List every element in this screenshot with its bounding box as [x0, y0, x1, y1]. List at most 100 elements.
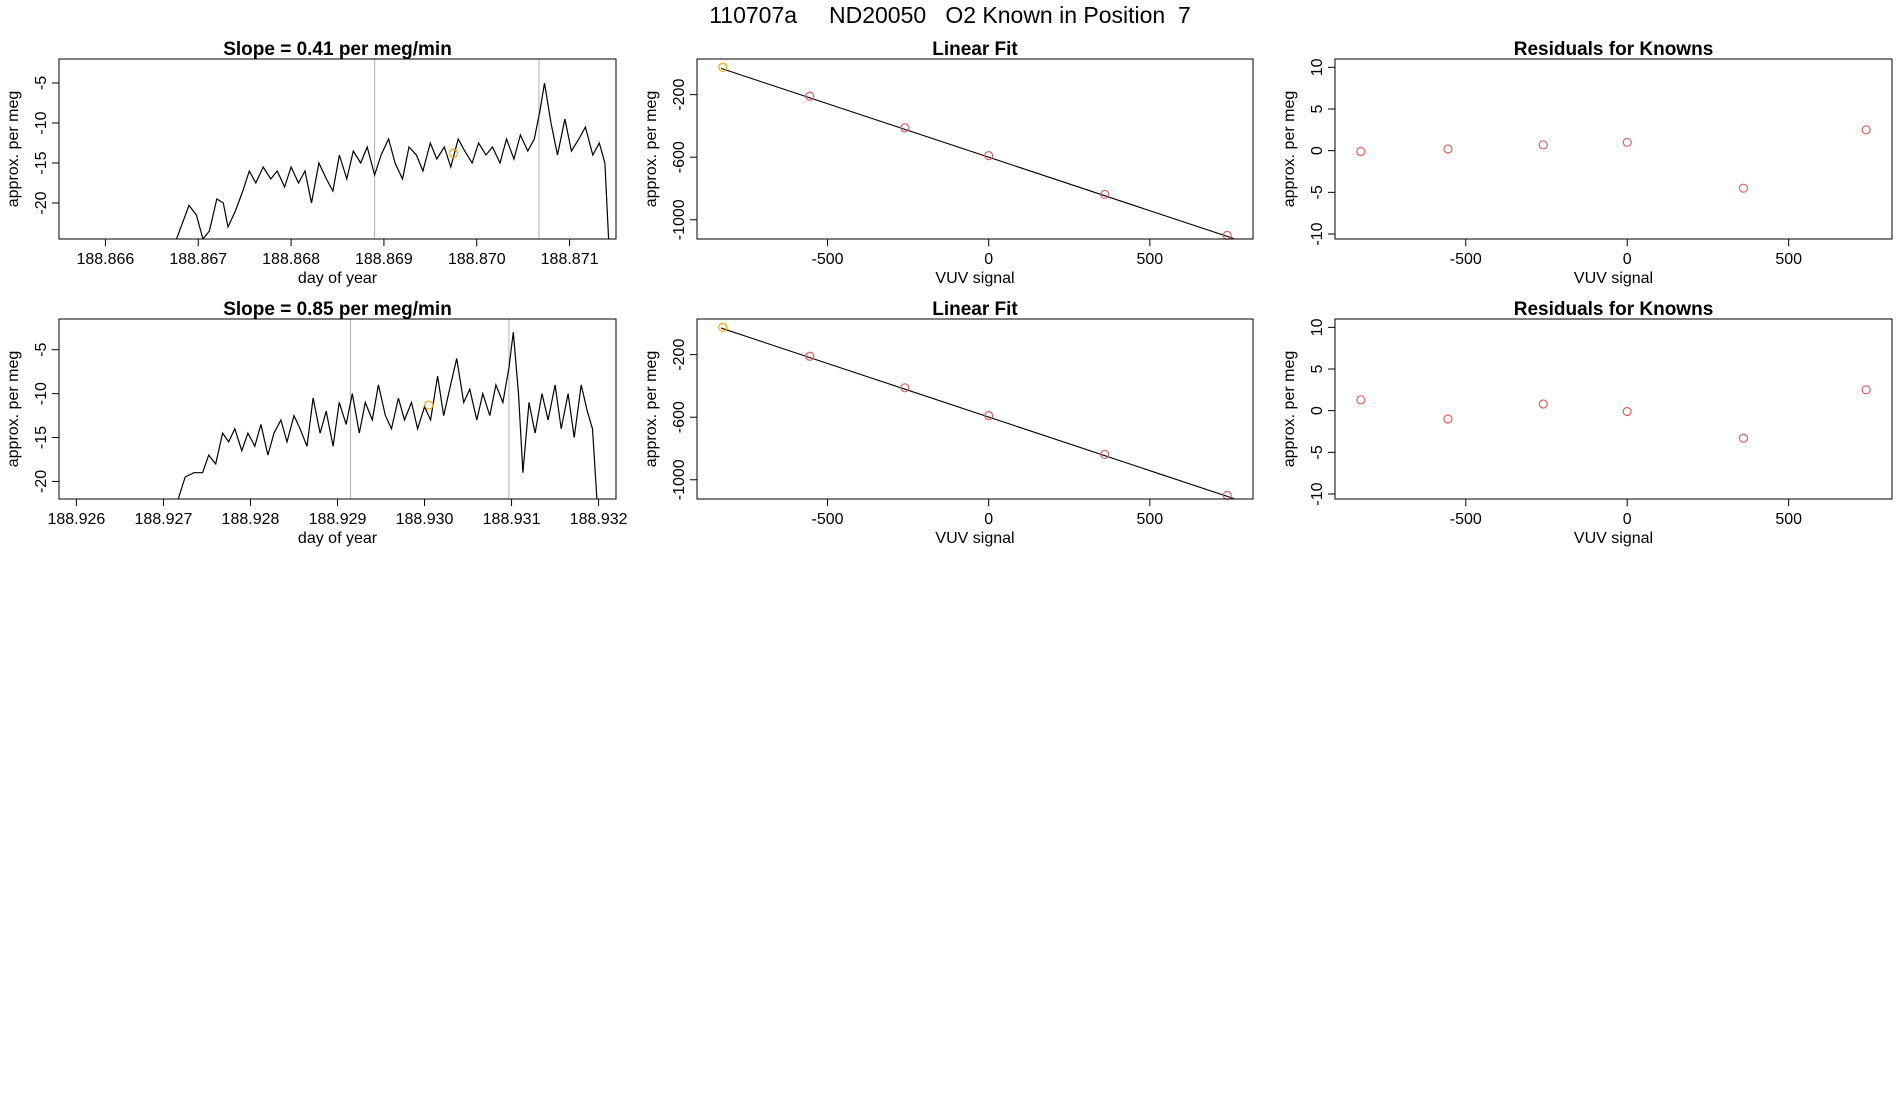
- data-point: [984, 411, 994, 421]
- data-point: [1356, 146, 1366, 157]
- y-tick-label: -200: [671, 339, 688, 371]
- y-tick-label: -5: [33, 343, 50, 357]
- data-point: [718, 62, 728, 72]
- chart-title: Linear Fit: [932, 299, 1018, 320]
- residuals-chart-2: Residuals for Knowns -500 0 500 VUV signal 10…: [1281, 299, 1893, 547]
- data-point: [1861, 125, 1871, 135]
- x-tick-label: 0: [1623, 251, 1632, 268]
- x-tick-label: 0: [984, 511, 993, 528]
- x-tick-label: 500: [1137, 511, 1164, 528]
- y-tick-label: -10: [33, 382, 50, 405]
- x-axis-label: day of year: [298, 530, 378, 547]
- y-tick-label: -15: [33, 426, 50, 449]
- x-tick-label: 188.932: [570, 511, 628, 528]
- y-tick-label: 10: [1309, 318, 1326, 336]
- y-tick-label: -5: [1309, 445, 1326, 459]
- y-tick-label: -15: [33, 151, 50, 174]
- data-point: [900, 123, 910, 133]
- data-point-marker: [424, 400, 434, 410]
- x-tick-label: 188.867: [169, 251, 227, 268]
- x-axis-label: VUV signal: [935, 270, 1014, 287]
- chart-title: Slope = 0.85 per meg/min: [223, 299, 452, 320]
- data-point: [1622, 406, 1632, 417]
- data-point: [1738, 183, 1749, 193]
- linear-fit-chart-1: Linear Fit -500 0 500 VUV signal -200 -600 -100…: [643, 39, 1254, 287]
- x-tick-label: 500: [1137, 251, 1164, 268]
- y-tick-label: -200: [671, 79, 688, 111]
- chart-title: Residuals for Knowns: [1514, 39, 1714, 60]
- y-tick-label: -5: [33, 76, 50, 90]
- x-axis-label: VUV signal: [935, 530, 1014, 547]
- y-tick-label: -5: [1309, 185, 1326, 199]
- chart-title: Residuals for Knowns: [1514, 299, 1714, 320]
- x-tick-label: 0: [1623, 511, 1632, 528]
- x-tick-label: 188.931: [483, 511, 541, 528]
- data-point: [1443, 414, 1453, 424]
- x-axis-label: day of year: [298, 270, 378, 287]
- y-tick-label: -600: [671, 401, 688, 433]
- x-tick-label: 188.866: [76, 251, 134, 268]
- x-tick-label: 500: [1775, 251, 1802, 268]
- data-point: [1538, 140, 1548, 150]
- data-point: [1100, 449, 1110, 460]
- time-series-chart-2: Slope = 0.85 per meg/min 188.926 188.927 18…: [5, 299, 628, 547]
- y-axis-label: approx. per meg: [643, 91, 660, 208]
- x-tick-label: -500: [812, 251, 844, 268]
- chart-panel-2: Linear Fit -500 0 500 VUV signal -200 -600 -100…: [0, 0, 1270, 300]
- chart-panel-6: Residuals for Knowns -500 0 500 VUV signal 10…: [1281, 299, 1893, 547]
- x-tick-label: 188.930: [396, 511, 454, 528]
- data-series-line: [175, 82, 610, 239]
- data-point: [718, 322, 728, 332]
- data-point: [805, 351, 815, 361]
- y-tick-label: 10: [1309, 58, 1326, 76]
- fit-line: [721, 67, 1234, 239]
- data-point: [1622, 137, 1632, 147]
- x-tick-label: 188.870: [448, 251, 506, 268]
- y-tick-label: 5: [1309, 364, 1326, 373]
- fit-line: [721, 327, 1234, 499]
- data-point: [984, 151, 994, 161]
- y-tick-label: -20: [33, 470, 50, 493]
- y-tick-label: 0: [1309, 146, 1326, 155]
- x-tick-label: 188.929: [309, 511, 367, 528]
- y-tick-label: -10: [33, 111, 50, 134]
- y-axis-label: approx. per meg: [643, 351, 660, 468]
- x-tick-label: 188.869: [355, 251, 413, 268]
- y-tick-label: -1000: [671, 459, 688, 500]
- y-tick-label: 5: [1309, 104, 1326, 113]
- data-point: [1100, 189, 1110, 200]
- x-tick-label: 0: [984, 251, 993, 268]
- data-point: [805, 91, 815, 101]
- chart-panel-3: Residuals for Knowns -500 0 500 VUV signal 10…: [0, 0, 1900, 300]
- data-point: [1538, 399, 1548, 409]
- x-tick-label: 500: [1775, 511, 1802, 528]
- x-tick-label: -500: [812, 511, 844, 528]
- chart-panel-1: Slope = 0.41 per meg/min 188.866 188.867 18…: [0, 0, 630, 300]
- y-axis-label: approx. per meg: [5, 91, 22, 208]
- time-series-chart-1: Slope = 0.41 per meg/min 188.866 188.867 18…: [5, 39, 617, 287]
- y-tick-label: -10: [1309, 222, 1326, 245]
- x-tick-label: 188.868: [262, 251, 320, 268]
- data-point-marker: [448, 148, 459, 158]
- data-point: [1861, 385, 1871, 395]
- data-series-line: [177, 332, 598, 499]
- chart-title: Linear Fit: [932, 39, 1018, 60]
- data-point: [1443, 144, 1453, 154]
- x-tick-label: -500: [1450, 511, 1482, 528]
- residuals-chart-1: Residuals for Knowns -500 0 500 VUV signal 10…: [1281, 39, 1893, 287]
- x-axis-label: VUV signal: [1574, 530, 1653, 547]
- y-tick-label: 0: [1309, 406, 1326, 415]
- y-axis-label: approx. per meg: [1281, 351, 1298, 468]
- data-point: [1738, 433, 1749, 443]
- data-point: [1356, 395, 1366, 405]
- x-tick-label: 188.928: [222, 511, 280, 528]
- data-point: [900, 383, 910, 393]
- chart-panel-4: Slope = 0.85 per meg/min 188.926 188.927 18…: [0, 0, 630, 560]
- x-axis-label: VUV signal: [1574, 270, 1653, 287]
- chart-panel-5: Linear Fit -500 0 500 VUV signal -200 -600 -100…: [0, 0, 1270, 560]
- y-axis-label: approx. per meg: [5, 351, 22, 468]
- y-tick-label: -1000: [671, 199, 688, 240]
- y-axis-label: approx. per meg: [1281, 91, 1298, 208]
- linear-fit-chart-2: Linear Fit -500 0 500 VUV signal -200 -600 -100…: [643, 299, 1254, 547]
- x-tick-label: -500: [1450, 251, 1482, 268]
